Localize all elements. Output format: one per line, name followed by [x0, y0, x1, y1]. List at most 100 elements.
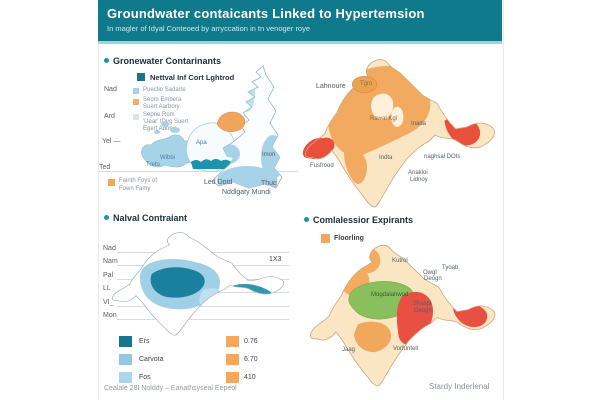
map-label: Lidnoy	[410, 177, 428, 183]
small-island	[170, 127, 180, 133]
red-region-gujarat	[302, 137, 335, 160]
legend-swatch-ers	[119, 336, 132, 347]
map-label: Tyoab	[442, 265, 459, 271]
grid-line	[117, 319, 289, 320]
legend-swatch-fos	[119, 372, 132, 383]
legend-label: Fos	[139, 374, 151, 381]
map-label: Tgro	[360, 81, 373, 87]
bullet-icon	[104, 58, 109, 63]
legend-item: Seom Embera	[143, 97, 182, 103]
row-label: Mon	[103, 312, 117, 319]
map-label: Vorfuntell	[393, 346, 419, 352]
map-label: Apa	[196, 140, 207, 146]
legend-value: 410	[244, 374, 256, 381]
legend-swatch-fluoride	[321, 234, 330, 243]
map-label: Fusfrood	[310, 163, 334, 169]
legend-swatch-orange	[226, 372, 239, 383]
panel-groundwater-title-text: Gronewater Contarinants	[113, 56, 222, 66]
red-region-east	[396, 291, 434, 345]
india-map-nalval	[111, 231, 285, 336]
legend-swatch-gray	[133, 114, 139, 120]
header-background	[98, 0, 502, 41]
panel-expirants-title: Comlalessior Expirants	[304, 215, 413, 225]
source-caption: Cealale 28I Nolddy – Eanathsyseal Eepeol	[104, 385, 237, 392]
infographic-card	[98, 0, 504, 400]
legend-label: Floorling	[334, 235, 364, 242]
legend-swatch-orange	[133, 99, 139, 105]
legend-swatch-orange-small	[108, 179, 115, 186]
legend-swatch-carvota	[119, 354, 132, 365]
legend-item: Puectio Sadarte	[143, 87, 186, 93]
legend-item: Fown Famy	[119, 186, 151, 192]
row-value: 1X3	[269, 256, 282, 263]
india-regions	[139, 259, 273, 310]
bullet-icon	[304, 217, 309, 222]
map-label: Kutrol	[392, 258, 408, 264]
map-label: Deogn	[424, 276, 442, 282]
side-label: Ard	[104, 113, 115, 120]
map-label: Mogdalanwod	[371, 292, 409, 298]
map-label: Led Dotd	[204, 179, 233, 186]
header-underline	[98, 41, 502, 44]
side-label: Yel —	[102, 138, 121, 145]
legend-value: 0.76	[244, 338, 258, 345]
orange-region-westcoast	[344, 150, 367, 184]
page-title: Groundwater contaicants Linked to Hypert…	[107, 6, 425, 21]
legend-title: Nettval Inf Cort Lghtrod	[150, 73, 235, 82]
india-regions	[327, 65, 481, 184]
map-label: Rawal Kgl	[370, 116, 398, 122]
orange-hotspot-region	[216, 111, 246, 132]
legend-label: Carvota	[139, 356, 164, 363]
side-label: Nad	[104, 86, 117, 93]
row-label: VI_	[103, 299, 114, 306]
dark-teal-region	[150, 267, 205, 298]
map-label: Deogn	[414, 308, 432, 314]
legend-value: 6.70	[244, 356, 258, 363]
legend-swatch-lightblue	[133, 88, 139, 94]
side-label: Ted	[99, 164, 111, 171]
map-label: naghsal DOts	[424, 154, 461, 160]
legend-item: Sepne Rom	[143, 112, 175, 118]
legend-item: Suert Aarbory	[143, 104, 180, 110]
legend-item: Egert Abony	[143, 126, 176, 132]
map-label: Thug	[261, 180, 277, 187]
uk-ireland-map	[141, 65, 283, 189]
map-label: Lahnoure	[316, 83, 346, 90]
map-label: Imon	[262, 152, 276, 158]
india-map-expirants	[309, 244, 496, 387]
map-label: Indta	[379, 155, 393, 161]
map-label: Anakloi	[408, 170, 428, 176]
pale-region	[391, 106, 404, 127]
legend-item: Fainth Foys of	[119, 178, 158, 184]
map-label: Wibbi	[160, 155, 176, 161]
panel-groundwater-title: Gronewater Contarinants	[104, 56, 221, 66]
map-label: Shaspi	[413, 301, 432, 307]
small-island	[154, 130, 160, 134]
legend-swatch-orange	[226, 354, 239, 365]
map-label: Nddlgaty Mundi	[222, 189, 271, 196]
legend-swatch-dark-teal	[137, 73, 145, 81]
pale-region	[371, 93, 394, 120]
small-island	[161, 121, 169, 127]
panel-nalval-title-text: Nalval Contraiant	[113, 213, 188, 223]
grid-line	[117, 306, 289, 307]
map-label: Trefo	[146, 162, 160, 168]
row-label: Nam	[103, 258, 118, 265]
legend-label: Ers	[139, 338, 150, 345]
orange-region-south	[354, 321, 392, 353]
orange-region-north	[353, 247, 381, 274]
baseline-rule	[99, 171, 298, 172]
map-label: Inada	[411, 121, 427, 127]
india-map-contaminants	[302, 58, 496, 208]
orange-hotspot-north	[351, 76, 378, 93]
bullet-icon	[104, 215, 109, 220]
legend-swatch-orange	[226, 336, 239, 347]
row-label: LL	[103, 285, 111, 292]
page-subtitle: In magler of Idyal Conteoed by arryccati…	[107, 24, 311, 33]
